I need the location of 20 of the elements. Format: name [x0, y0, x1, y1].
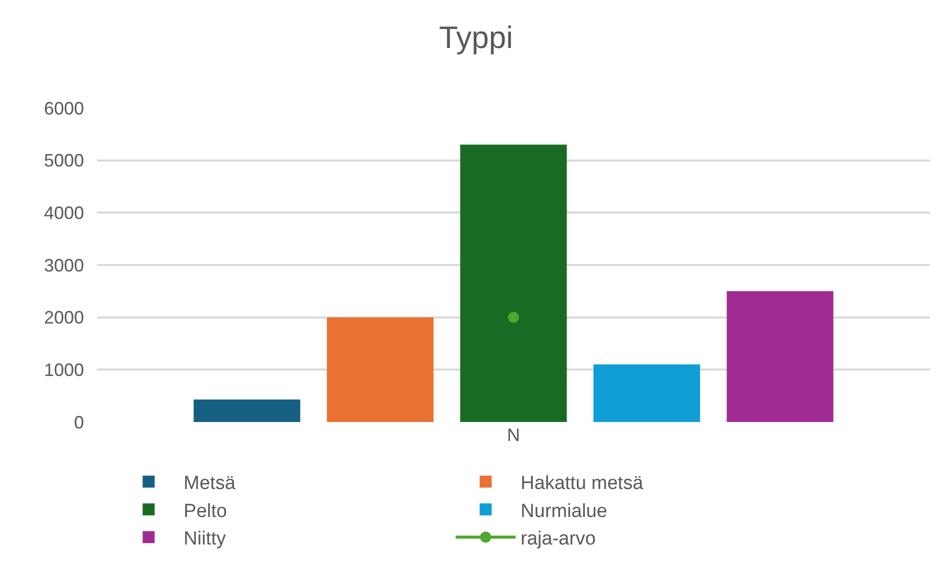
x-tick-label: N: [507, 425, 520, 445]
y-tick-label: 5000: [44, 150, 84, 171]
bar: [326, 317, 434, 422]
bar: [460, 144, 567, 422]
legend-label: Hakattu metsä: [520, 473, 644, 494]
legend-label: Pelto: [184, 500, 227, 522]
legend-label: raja-arvo: [520, 528, 596, 550]
y-tick-label: 0: [74, 412, 84, 432]
y-tick-label: 4000: [44, 202, 84, 223]
legend-label: Niitty: [184, 528, 226, 550]
y-tick-label: 3000: [44, 255, 84, 276]
bar: [593, 364, 700, 422]
chart-title: Typpi: [438, 20, 514, 55]
y-tick-label: 1000: [44, 360, 84, 380]
bar: [726, 291, 834, 422]
bar: [194, 400, 300, 422]
y-tick-label: 6000: [44, 98, 84, 118]
legend-label: Nurmialue: [520, 500, 608, 522]
legend-label: Metsä: [184, 473, 236, 494]
y-tick-label: 2000: [44, 308, 84, 328]
